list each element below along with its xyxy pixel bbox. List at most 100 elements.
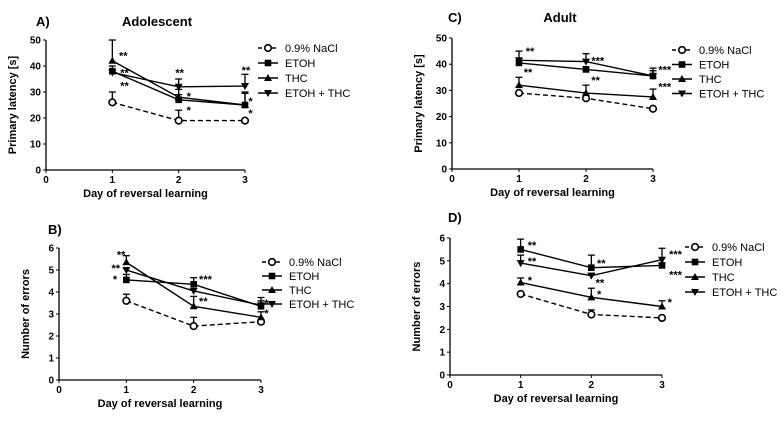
significance-marker: ***: [669, 249, 683, 261]
legend-label: ETOH + THC: [285, 88, 350, 100]
y-tick-label: 0: [48, 376, 54, 387]
chart-title: Adolescent: [122, 14, 193, 29]
x-tick-label: 0: [56, 385, 62, 396]
y-tick-label: 50: [436, 34, 448, 45]
panel-label: D): [448, 210, 462, 225]
legend-marker: [677, 45, 687, 55]
data-point: [582, 89, 590, 97]
y-tick-label: 30: [436, 86, 448, 97]
data-point: [582, 66, 590, 73]
y-axis-label: Number of errors: [20, 269, 32, 359]
data-point: [516, 289, 525, 299]
data-point: [657, 313, 667, 323]
series-thc: [516, 277, 666, 310]
y-tick-label: 0: [439, 371, 445, 382]
series-etoh: [517, 238, 666, 271]
legend-label: ETOH + THC: [699, 89, 764, 101]
y-tick-label: 6: [439, 234, 445, 245]
data-point: [582, 58, 590, 66]
x-axis-label: Day of reversal learning: [490, 187, 615, 199]
legend-label: THC: [285, 73, 308, 85]
data-point: [190, 281, 197, 288]
panel-label: C): [448, 10, 462, 25]
legend-marker: [268, 272, 276, 280]
legend-label: 0.9% NaCl: [289, 257, 342, 269]
chart-panel-d: D) 0 1 2 3 0 1 2 3 4 5 6 Day of reversal learning Num…: [411, 210, 777, 405]
legend-marker: [690, 242, 700, 252]
series-etoh-thc: [108, 69, 249, 91]
significance-marker: **: [528, 256, 537, 268]
x-tick-label: 0: [449, 174, 455, 185]
legend-label: ETOH: [289, 271, 319, 283]
x-tick-label: 1: [516, 174, 522, 185]
series-0-9-nacl: [516, 289, 667, 323]
data-point: [658, 262, 666, 269]
significance-marker: *: [528, 275, 533, 287]
data-point: [516, 260, 525, 268]
legend-marker: [267, 257, 277, 267]
x-axis-label: Day of reversal learning: [494, 393, 619, 405]
x-tick-label: 1: [110, 175, 116, 186]
y-tick-label: 20: [30, 114, 42, 125]
legend-label: 0.9% NaCl: [699, 45, 752, 57]
y-tick-label: 20: [436, 112, 448, 123]
significance-marker: **: [591, 75, 600, 87]
data-point: [174, 93, 183, 101]
significance-marker: *: [113, 274, 118, 286]
data-point: [516, 278, 525, 286]
x-tick-label: 2: [191, 385, 197, 396]
x-axis-label: Day of reversal learning: [98, 398, 223, 410]
data-point: [189, 287, 198, 295]
series-etoh-thc: [122, 267, 265, 310]
legend-marker: [691, 258, 699, 266]
series-etoh-thc: [515, 50, 657, 80]
significance-marker: ***: [199, 274, 213, 286]
legend-label: ETOH + THC: [289, 299, 354, 311]
data-point: [108, 98, 117, 107]
legend-marker: [678, 90, 686, 98]
legend-marker: [678, 75, 686, 82]
legend-marker: [264, 90, 272, 97]
legend-marker: [268, 286, 276, 293]
y-tick-label: 6: [48, 244, 54, 255]
significance-marker: **: [117, 250, 126, 262]
data-point: [240, 116, 250, 125]
data-point: [517, 246, 524, 253]
significance-marker: ***: [591, 55, 605, 67]
data-point: [514, 88, 524, 98]
data-point: [123, 276, 130, 284]
series-thc: [515, 76, 657, 100]
data-point: [649, 72, 657, 80]
legend-label: ETOH: [712, 257, 742, 269]
y-axis-label: Number of errors: [411, 262, 423, 352]
significance-marker: **: [112, 263, 121, 275]
series-0-9-nacl: [514, 88, 658, 113]
significance-marker: **: [597, 258, 606, 270]
y-tick-label: 5: [48, 266, 54, 277]
significance-marker: *: [264, 298, 269, 310]
data-point: [587, 310, 596, 319]
data-point: [122, 267, 131, 274]
data-point: [658, 302, 666, 310]
significance-marker: *: [187, 105, 192, 117]
data-point: [241, 83, 249, 91]
data-point: [122, 258, 131, 266]
y-tick-label: 10: [436, 138, 448, 149]
data-point: [108, 56, 117, 64]
panel-label: B): [48, 222, 62, 237]
legend-label: ETOH + THC: [712, 287, 777, 299]
x-tick-label: 2: [583, 174, 589, 185]
significance-marker: *: [187, 91, 192, 103]
x-tick-label: 2: [589, 380, 595, 391]
y-tick-label: 5: [439, 256, 445, 267]
significance-marker: *: [248, 108, 253, 120]
x-tick-label: 3: [650, 174, 656, 185]
y-tick-label: 10: [30, 140, 42, 151]
significance-marker: **: [119, 51, 128, 63]
significance-marker: **: [175, 68, 184, 80]
x-axis-label: Day of reversal learning: [83, 188, 208, 200]
series-0-9-nacl: [108, 91, 250, 125]
x-tick-label: 3: [242, 175, 248, 186]
